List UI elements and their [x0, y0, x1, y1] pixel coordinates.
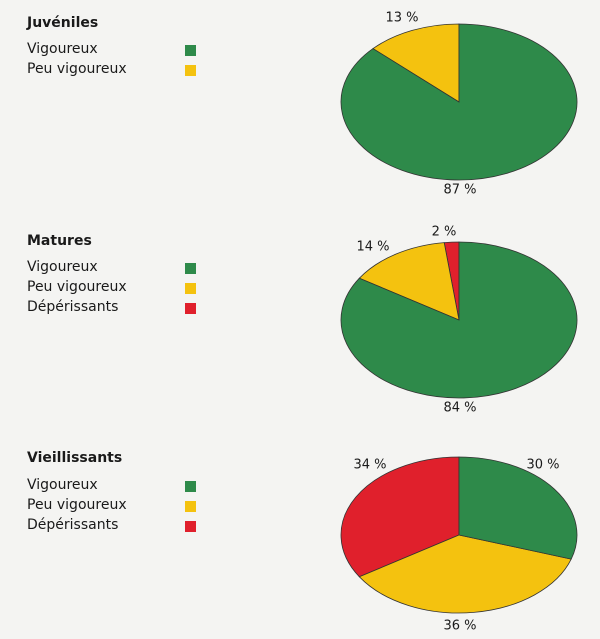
- legend-label: Dépérissants: [27, 299, 119, 315]
- slice-percent-label: 2 %: [431, 224, 457, 240]
- legend-swatch: [185, 521, 196, 532]
- legend-swatch: [185, 481, 196, 492]
- chart-title: Matures: [27, 233, 92, 249]
- chart-title: Juvéniles: [27, 15, 99, 31]
- legend-label: Peu vigoureux: [27, 279, 127, 295]
- legend-label: Dépérissants: [27, 517, 119, 533]
- pie-slice: [340, 456, 460, 578]
- pie-slice: [340, 241, 578, 399]
- slice-percent-label: 13 %: [385, 10, 419, 26]
- slice-percent-label: 36 %: [443, 618, 477, 634]
- legend-swatch: [185, 45, 196, 56]
- slice-percent-label: 34 %: [353, 457, 387, 473]
- pie-slice: [340, 23, 578, 181]
- pie-slice: [358, 534, 572, 614]
- legend-label: Peu vigoureux: [27, 61, 127, 77]
- slice-percent-label: 87 %: [443, 182, 477, 198]
- legend-swatch: [185, 263, 196, 274]
- slice-percent-label: 30 %: [526, 457, 560, 473]
- pie-slice: [372, 23, 460, 103]
- legend-label: Vigoureux: [27, 259, 98, 275]
- pie-slice: [358, 242, 460, 321]
- slice-percent-label: 84 %: [443, 400, 477, 416]
- legend-swatch: [185, 303, 196, 314]
- legend-label: Vigoureux: [27, 41, 98, 57]
- legend-label: Peu vigoureux: [27, 497, 127, 513]
- legend-swatch: [185, 65, 196, 76]
- legend-swatch: [185, 501, 196, 512]
- legend-label: Vigoureux: [27, 477, 98, 493]
- chart-title: Vieillissants: [27, 450, 123, 466]
- pie-slice: [458, 456, 578, 560]
- legend-swatch: [185, 283, 196, 294]
- slice-percent-label: 14 %: [356, 239, 390, 255]
